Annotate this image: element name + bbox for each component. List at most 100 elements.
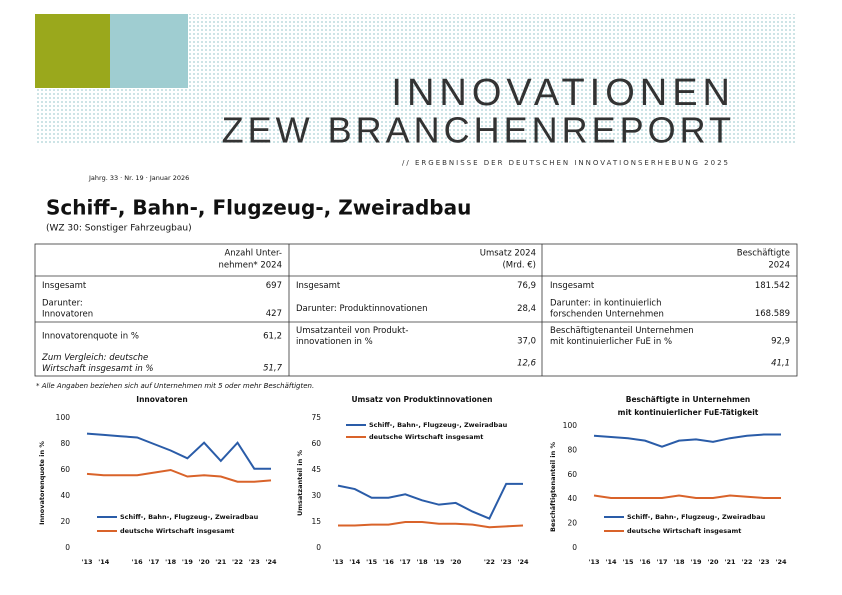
series-line [593,494,781,499]
y-tick-label: 60 [311,439,321,448]
row-value: 427 [266,309,282,319]
chart-title: Innovatoren [136,395,187,404]
row-value: 37,0 [517,337,536,347]
x-tick-label: '24 [775,558,787,566]
row-value: 92,9 [771,337,790,347]
chart-title: Umsatz von Produktinnovationen [351,395,492,404]
column-header: Beschäftigte [737,249,790,259]
column-header: Umsatz 2024 [480,249,536,259]
x-tick-label: '13 [81,558,92,566]
x-tick-label: '19 [182,558,194,566]
blue-block [110,14,188,88]
y-tick-label: 0 [65,543,70,552]
row-label: Darunter: [42,299,83,309]
x-tick-label: '17 [148,558,159,566]
tagline: // ERGEBNISSE DER DEUTSCHEN INNOVATIONSE… [402,159,730,167]
y-axis-label: Beschäftigtenanteil in % [549,442,557,532]
x-tick-label: '14 [605,558,617,566]
y-tick-label: 80 [567,445,577,454]
x-tick-label: '18 [417,558,429,566]
row-value: 61,2 [263,332,282,342]
row-value: 51,7 [263,364,283,374]
series-line [593,433,781,448]
x-tick-label: '21 [724,558,736,566]
x-tick-label: '13 [332,558,343,566]
x-tick-label: '16 [132,558,144,566]
legend-label: Schiff-, Bahn-, Flugzeug-, Zweiradbau [627,513,766,521]
y-tick-label: 40 [60,491,70,500]
row-label: innovationen in % [296,337,373,347]
row-label: Beschäftigtenanteil Unternehmen [550,326,694,336]
y-tick-label: 30 [311,491,321,500]
x-tick-label: '18 [673,558,685,566]
row-label: Insgesamt [42,281,87,291]
x-tick-label: '23 [249,558,260,566]
legend-label: Schiff-, Bahn-, Flugzeug-, Zweiradbau [120,513,259,521]
y-tick-label: 20 [60,517,70,526]
row-value: 41,1 [771,359,790,369]
series-line [86,468,272,483]
y-tick-label: 40 [567,494,577,503]
x-tick-label: '17 [400,558,411,566]
x-tick-label: '23 [501,558,512,566]
y-tick-label: 80 [60,439,70,448]
row-label: Insgesamt [296,281,341,291]
x-tick-label: '14 [349,558,361,566]
row-label: Wirtschaft insgesamt in % [42,364,154,374]
row-label: Zum Vergleich: deutsche [41,353,148,363]
row-value: 76,9 [517,281,536,291]
series-line [337,482,523,520]
x-tick-label: '14 [98,558,110,566]
row-label: Darunter: in kontinuierlich [550,299,662,309]
row-label: Innovatorenquote in % [42,332,139,342]
row-value: 168.589 [755,309,790,319]
x-tick-label: '20 [450,558,462,566]
y-tick-label: 75 [311,413,321,422]
x-tick-label: '17 [656,558,667,566]
x-tick-label: '16 [639,558,651,566]
x-tick-label: '13 [588,558,599,566]
row-value: 181.542 [755,281,790,291]
chart-subtitle: mit kontinuierlicher FuE-Tätigkeit [618,408,759,417]
x-tick-label: '15 [622,558,634,566]
y-axis-label: Umsatzanteil in % [296,449,304,516]
x-tick-label: '19 [690,558,702,566]
x-tick-label: '16 [383,558,395,566]
column-header: 2024 [768,261,790,271]
x-tick-label: '24 [517,558,529,566]
green-block [35,14,110,88]
y-tick-label: 45 [311,465,321,474]
issue: Jahrg. 33 · Nr. 19 · Januar 2026 [88,174,189,182]
legend-label: deutsche Wirtschaft insgesamt [369,433,483,441]
report-subtitle: ZEW BRANCHENREPORT [222,110,735,151]
legend-label: deutsche Wirtschaft insgesamt [627,527,741,535]
series-line [338,521,524,529]
legend-label: deutsche Wirtschaft insgesamt [120,527,234,535]
y-tick-label: 60 [567,470,577,479]
x-tick-label: '21 [215,558,227,566]
row-label: Darunter: Produktinnovationen [296,304,428,314]
y-tick-label: 20 [567,519,577,528]
y-tick-label: 100 [56,413,71,422]
row-value: 697 [266,281,282,291]
y-tick-label: 0 [572,543,577,552]
y-tick-label: 60 [60,465,70,474]
x-tick-label: '15 [366,558,378,566]
footnote: * Alle Angaben beziehen sich auf Unterne… [36,382,314,390]
heading: Schiff-, Bahn-, Flugzeug-, Zweiradbau [46,196,471,220]
x-tick-label: '22 [232,558,243,566]
y-tick-label: 15 [311,517,321,526]
row-value: 28,4 [517,304,536,314]
y-tick-label: 100 [563,421,578,430]
row-value: 12,6 [517,359,537,369]
row-label: Umsatzanteil von Produkt- [296,326,408,336]
row-label: Innovatoren [42,310,93,320]
column-header: Anzahl Unter- [224,249,282,259]
y-tick-label: 0 [316,543,321,552]
x-tick-label: '24 [265,558,277,566]
x-tick-label: '19 [433,558,445,566]
x-tick-label: '22 [741,558,752,566]
table-border [34,243,798,377]
